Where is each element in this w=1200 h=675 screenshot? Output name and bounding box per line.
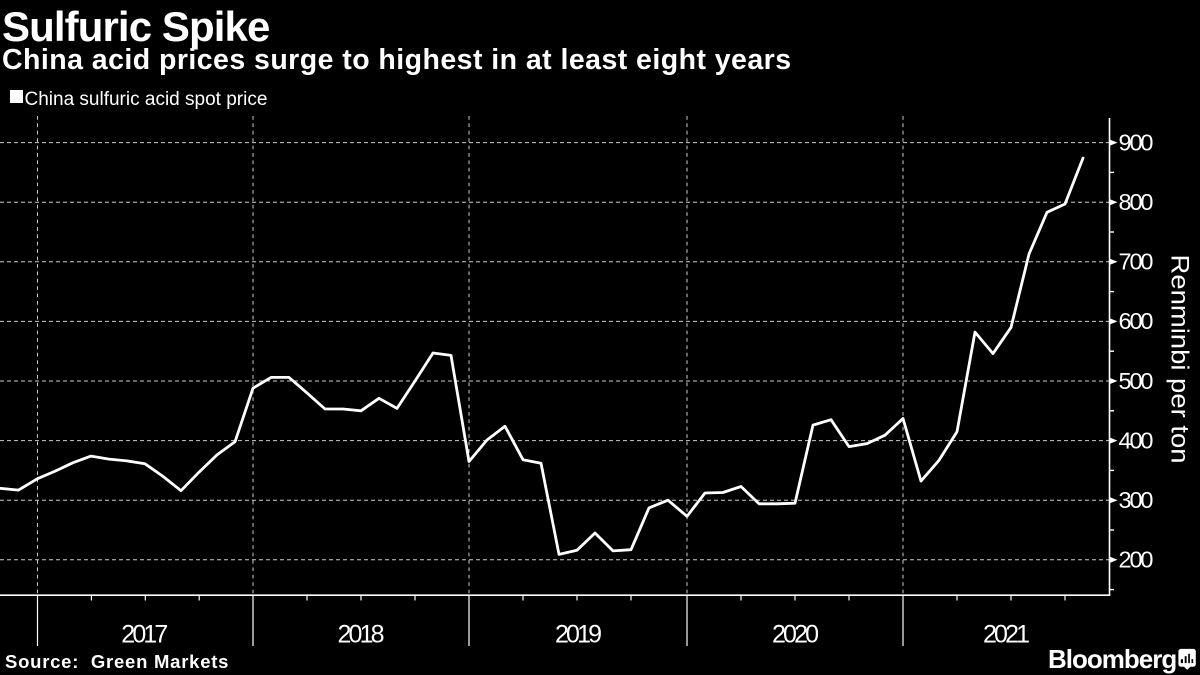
svg-text:2017: 2017 (121, 621, 168, 649)
svg-text:700: 700 (1119, 249, 1154, 275)
svg-text:2021: 2021 (983, 621, 1030, 649)
svg-text:800: 800 (1119, 189, 1154, 215)
svg-text:300: 300 (1119, 487, 1154, 513)
svg-text:2020: 2020 (772, 621, 819, 649)
svg-text:2018: 2018 (338, 621, 385, 649)
svg-text:400: 400 (1119, 427, 1154, 453)
svg-text:2019: 2019 (555, 621, 602, 649)
svg-text:Bloomberg: Bloomberg (1048, 644, 1176, 674)
svg-text:Renminbi per ton: Renminbi per ton (1166, 255, 1194, 464)
svg-text:900: 900 (1119, 129, 1154, 155)
svg-text:200: 200 (1119, 547, 1154, 573)
svg-text:600: 600 (1119, 308, 1154, 334)
svg-text:500: 500 (1119, 368, 1154, 394)
